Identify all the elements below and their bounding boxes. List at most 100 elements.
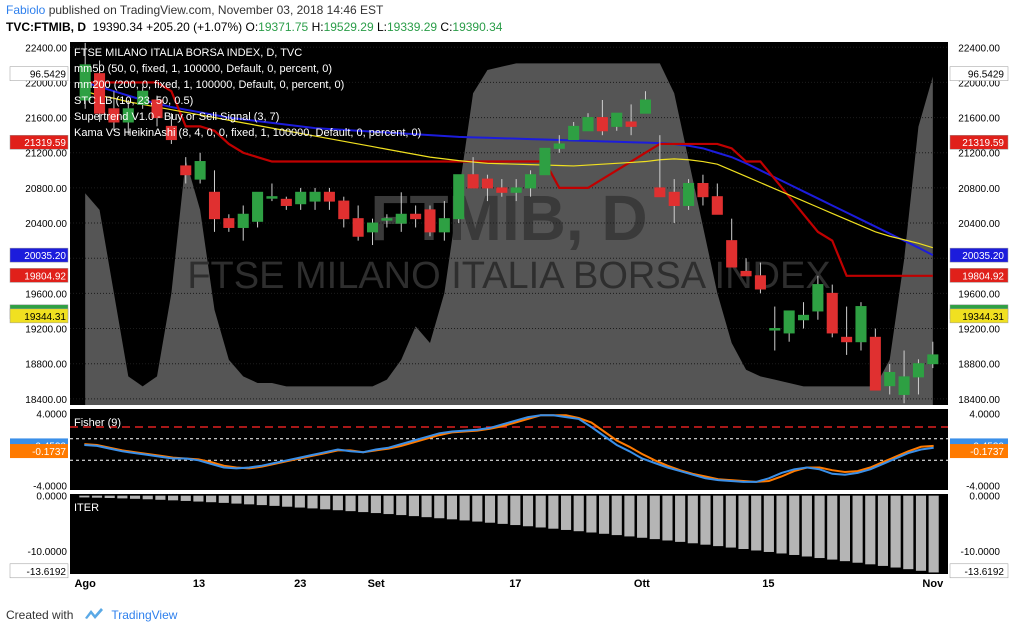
iter-axis-label-left <box>9 563 69 579</box>
iter-title: ITER <box>74 502 99 514</box>
candle[interactable] <box>596 117 608 132</box>
x-tick-label: Ago <box>74 578 96 590</box>
candle[interactable] <box>223 218 235 228</box>
candle[interactable] <box>194 161 206 180</box>
publish-info: Fabiolo published on TradingView.com, No… <box>6 3 383 17</box>
candle[interactable] <box>783 310 795 334</box>
candle[interactable] <box>252 191 264 222</box>
candle[interactable] <box>898 376 910 395</box>
candle[interactable] <box>467 174 479 189</box>
iter-bar <box>497 495 508 524</box>
candle[interactable] <box>410 213 422 220</box>
candle[interactable] <box>568 125 580 141</box>
pane-2-bg[interactable] <box>70 409 948 490</box>
candle[interactable] <box>668 191 680 206</box>
price-axis-label-left-text: 21319.59 <box>24 138 66 149</box>
legend-line-6: Kama VS HeikinAshi (8, 4, 0, 0, fixed, 1… <box>74 127 421 139</box>
candle[interactable] <box>381 218 393 221</box>
price-axis-label-left-text: 19804.92 <box>24 271 66 282</box>
x-tick-label: 15 <box>762 578 774 590</box>
candle[interactable] <box>582 117 594 132</box>
candle[interactable] <box>553 143 565 149</box>
candle[interactable] <box>525 174 537 189</box>
low-label: L: <box>376 20 387 34</box>
candle[interactable] <box>94 73 106 114</box>
candle[interactable] <box>395 213 407 224</box>
candle[interactable] <box>826 292 838 334</box>
candle[interactable] <box>869 336 881 391</box>
price-axis-label <box>949 268 1009 283</box>
candle[interactable] <box>481 178 493 189</box>
candle[interactable] <box>639 99 652 114</box>
candle[interactable] <box>108 108 120 123</box>
candle[interactable] <box>366 222 379 233</box>
iter-bar <box>877 495 889 566</box>
candle[interactable] <box>438 218 450 233</box>
candle[interactable] <box>797 314 810 321</box>
candle[interactable] <box>697 183 709 198</box>
candle[interactable] <box>323 191 335 202</box>
iter-bar <box>763 495 774 552</box>
iter-bar <box>180 495 191 501</box>
candle[interactable] <box>884 371 896 387</box>
iter-bar <box>484 495 496 523</box>
iter-bar <box>345 495 356 512</box>
candle[interactable] <box>309 191 321 202</box>
candle[interactable] <box>295 191 307 205</box>
iter-bar <box>675 495 686 542</box>
candle[interactable] <box>352 218 364 237</box>
candle[interactable] <box>137 90 149 105</box>
price-tick-label-left: 20800.00 <box>25 184 67 195</box>
candle[interactable] <box>611 112 623 127</box>
candle[interactable] <box>280 198 292 206</box>
candle[interactable] <box>165 125 177 141</box>
iter-bar <box>472 495 483 522</box>
candle[interactable] <box>740 270 752 277</box>
candle[interactable] <box>855 306 867 343</box>
fisher-tick-label-right: 4.0000 <box>969 410 1000 421</box>
candle[interactable] <box>683 183 695 206</box>
pane-3-bg[interactable] <box>70 494 948 574</box>
candle[interactable] <box>122 108 134 123</box>
iter-bar <box>560 495 572 530</box>
candle[interactable] <box>654 187 666 198</box>
candle[interactable] <box>266 196 278 199</box>
price-change: +205.20 (+1.07%) <box>146 20 243 34</box>
legend-line-2: mm50 (50, 0, fixed, 1, 100000, Default, … <box>74 63 332 75</box>
candle[interactable] <box>79 64 91 101</box>
legend-line-3: mm200 (200, 0, fixed, 1, 100000, Default… <box>74 79 344 91</box>
iter-bar <box>446 495 458 520</box>
candle[interactable] <box>927 354 939 365</box>
candle[interactable] <box>424 209 436 233</box>
candle[interactable] <box>769 328 781 331</box>
candle[interactable] <box>812 284 824 312</box>
iter-bar <box>839 495 850 562</box>
iter-bar <box>611 495 622 536</box>
candle[interactable] <box>453 174 465 220</box>
candle[interactable] <box>510 187 522 193</box>
candle[interactable] <box>539 147 551 176</box>
candle[interactable] <box>338 200 350 220</box>
iter-bar <box>865 495 876 565</box>
iter-bar <box>142 495 153 500</box>
candle[interactable] <box>711 196 723 215</box>
candle[interactable] <box>496 187 508 193</box>
candle[interactable] <box>726 240 738 268</box>
candle[interactable] <box>841 336 853 343</box>
author-link[interactable]: Fabiolo <box>6 3 46 17</box>
candle[interactable] <box>625 121 637 127</box>
high-value: 19529.29 <box>323 20 374 34</box>
price-tick-label-right: 21600.00 <box>958 114 1000 125</box>
tradingview-link[interactable]: TradingView <box>111 607 178 622</box>
candle[interactable] <box>754 275 766 290</box>
candle[interactable] <box>208 191 221 220</box>
candle[interactable] <box>237 213 249 228</box>
iter-bar <box>256 495 267 506</box>
candle[interactable] <box>151 99 163 119</box>
iter-bar <box>129 495 141 499</box>
candle[interactable] <box>180 165 192 176</box>
price-axis-label-text: 19344.31 <box>962 312 1004 323</box>
candle[interactable] <box>912 363 924 378</box>
iter-bar <box>168 495 179 501</box>
